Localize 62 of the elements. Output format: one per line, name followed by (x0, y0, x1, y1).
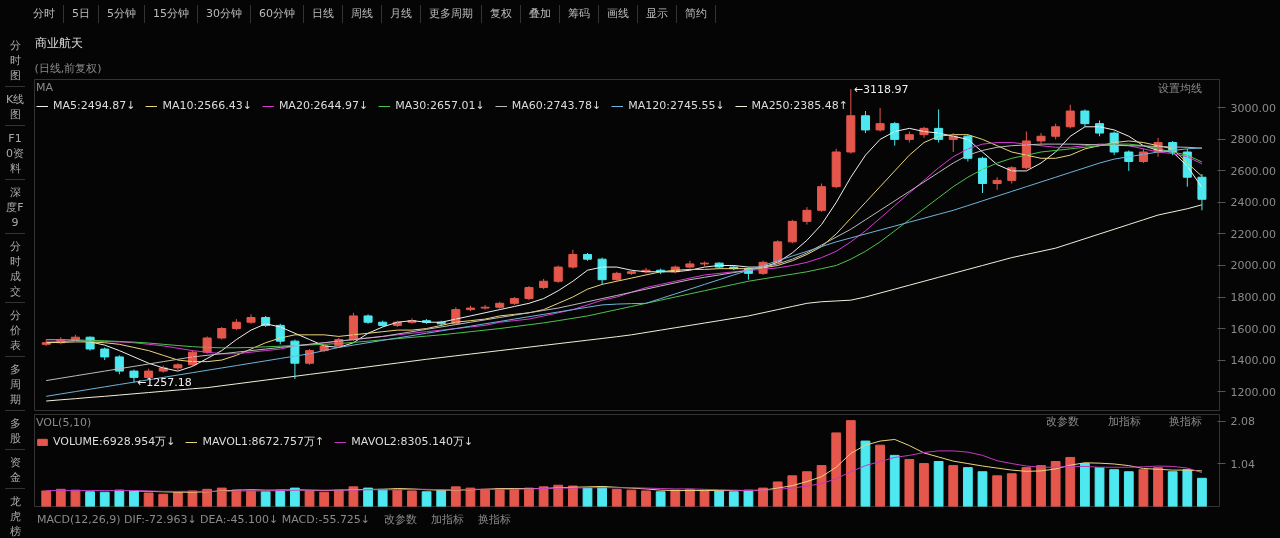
text: 分时成交 (5, 236, 25, 303)
legend-label: MA250:2385.48↑ (751, 99, 849, 112)
y-tick-label: 1600.00 (1230, 322, 1276, 336)
text: 画线 (599, 5, 638, 23)
text: 复权 (482, 5, 521, 23)
y-tick-label: 2600.00 (1230, 164, 1276, 178)
y-tick-label: 1400.00 (1230, 354, 1276, 368)
text: 资金 (5, 452, 25, 489)
text: F10资料 (5, 128, 25, 180)
text: 多股 (5, 413, 25, 450)
legend-label: MA5:2494.87↓ (53, 99, 136, 112)
annotation: 改参数 (1046, 414, 1080, 428)
text: 5分钟 (99, 5, 145, 23)
legend-label: MA60:2743.78↓ (511, 99, 602, 112)
text: 分价表 (5, 305, 25, 357)
legend-label: MAVOL1:8672.757万↑ (202, 434, 325, 449)
text: 显示 (638, 5, 677, 23)
legend-label: MA30:2657.01↓ (395, 99, 485, 112)
y-tick-label: 2.08 (1230, 415, 1255, 429)
text: 龙虎榜 (5, 491, 25, 538)
legend-label: MA120:2745.55↓ (628, 99, 725, 112)
y-tick-label: 1800.00 (1230, 291, 1276, 305)
text: MACD(12,26,9) DIF:-72.963↓ DEA:-45.100↓ MACD:-55.725↓ (37, 513, 371, 526)
text: 加指标 (431, 513, 465, 526)
y-tick-label: 1200.00 (1230, 385, 1276, 399)
text: K线图 (5, 89, 25, 126)
annotation: 设置均线 (1157, 81, 1202, 95)
text: 月线 (382, 5, 421, 23)
legend-label: VOLUME:6928.954万↓ (53, 434, 176, 449)
text: 多周期 (5, 359, 25, 411)
legend-label: MA20:2644.97↓ (278, 99, 369, 112)
text: 更多周期 (421, 5, 482, 23)
y-tick-label: 1.04 (1230, 457, 1255, 471)
annotation: ←1257.18 (136, 376, 192, 390)
text: 深度F9 (5, 182, 25, 234)
text: 分时 (25, 5, 64, 23)
y-tick-label: 2400.00 (1230, 196, 1276, 210)
legend-label: MAVOL2:8305.140万↓ (351, 434, 474, 449)
y-tick-label: 2000.00 (1230, 259, 1276, 273)
text: 叠加 (521, 5, 560, 23)
y-tick-label: 2200.00 (1230, 227, 1276, 241)
text: 简约 (677, 5, 716, 23)
annotation: ←3118.97 (853, 82, 909, 96)
annotation: 换指标 (1168, 414, 1202, 428)
annotation: 加指标 (1107, 414, 1141, 428)
text: 60分钟 (251, 5, 304, 23)
text: 分时图 (5, 35, 25, 87)
text: 30分钟 (198, 5, 251, 23)
legend-title: MA (36, 81, 54, 94)
y-tick-label: 2800.00 (1230, 133, 1276, 147)
text: 日线 (304, 5, 343, 23)
text: 改参数 (384, 513, 418, 526)
y-tick-label: 3000.00 (1230, 101, 1276, 115)
chart-subtitle: (日线,前复权) (34, 61, 102, 75)
legend-title: VOL(5,10) (36, 416, 93, 429)
chart-title: 商业航天 (34, 35, 83, 50)
legend-label: MA10:2566.43↓ (162, 99, 252, 112)
text: 换指标 (478, 513, 512, 526)
text: 15分钟 (145, 5, 198, 23)
text: 周线 (343, 5, 382, 23)
text: 5日 (64, 5, 99, 23)
text: 筹码 (560, 5, 599, 23)
